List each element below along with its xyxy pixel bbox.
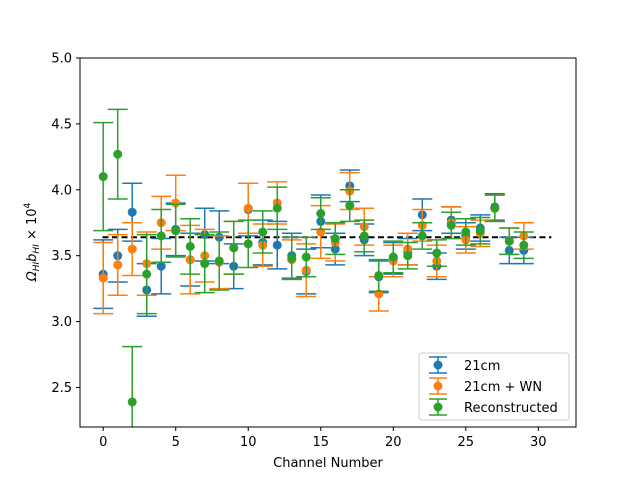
data-point: [272, 203, 282, 213]
data-point: [113, 260, 123, 270]
y-label-sub2: HI: [32, 244, 42, 254]
data-point: [156, 231, 166, 241]
y-label-times: × 10: [25, 208, 40, 244]
legend-label: Reconstructed: [464, 401, 558, 416]
legend-label: 21cm: [464, 359, 500, 374]
data-point: [127, 244, 137, 254]
y-tick-label: 2.5: [51, 381, 72, 396]
data-marks: [93, 108, 552, 427]
x-tick-label: 15: [312, 435, 329, 450]
data-point: [185, 241, 195, 251]
data-point: [388, 252, 398, 262]
legend-marker: [433, 402, 443, 412]
legend-box: [418, 352, 570, 421]
data-point: [272, 240, 282, 250]
axes-frame: [79, 57, 577, 428]
y-tick-label: 3.0: [51, 315, 72, 330]
x-tick-label: 0: [99, 435, 107, 450]
y-tick-label: 3.5: [51, 249, 72, 264]
data-point: [127, 397, 137, 407]
y-axis-label: ΩHIbHI × 104: [23, 202, 42, 282]
axes: 0 5 10 15 20 25 30 2.5 3.0 3.5 4.0 4.5 5.0: [51, 52, 577, 450]
data-point: [214, 256, 224, 266]
legend: 21cm 21cm + WN Reconstructed: [418, 352, 570, 421]
x-tick-label: 30: [530, 435, 547, 450]
data-point: [243, 203, 253, 213]
data-point: [475, 226, 485, 236]
y-label-b: b: [25, 254, 40, 262]
data-point: [504, 236, 514, 246]
series-reconstructed: [93, 108, 534, 427]
data-point: [490, 203, 500, 213]
data-point: [156, 261, 166, 271]
data-point: [287, 253, 297, 263]
data-point: [374, 270, 384, 280]
data-point: [519, 240, 529, 250]
data-point: [446, 220, 456, 230]
legend-entry: 21cm + WN: [429, 377, 542, 395]
data-point: [359, 231, 369, 241]
data-point: [142, 269, 152, 279]
legend-marker: [433, 360, 443, 370]
y-label-sub1: HI: [32, 262, 42, 272]
plot-marks: [93, 108, 552, 427]
legend-entry: 21cm: [429, 356, 500, 374]
x-tick-label: 10: [240, 435, 257, 450]
data-point: [461, 227, 471, 237]
data-point: [258, 227, 268, 237]
y-label-omega: Ω: [25, 271, 40, 282]
data-point: [417, 231, 427, 241]
x-tick-label: 25: [458, 435, 475, 450]
y-tick-label: 5.0: [51, 52, 72, 67]
y-tick-label: 4.0: [51, 183, 72, 198]
legend-entry: Reconstructed: [429, 398, 558, 416]
x-tick-label: 5: [172, 435, 180, 450]
data-point: [200, 259, 210, 269]
data-point: [403, 251, 413, 261]
legend-marker: [433, 381, 443, 391]
data-point: [171, 226, 181, 236]
x-tick-label: 20: [385, 435, 402, 450]
data-point: [229, 243, 239, 253]
data-point: [316, 209, 326, 219]
y-tick-label: 4.5: [51, 117, 72, 132]
data-point: [98, 172, 108, 182]
x-axis-label: Channel Number: [273, 456, 383, 471]
data-point: [301, 252, 311, 262]
data-point: [432, 248, 442, 258]
data-point: [98, 273, 108, 283]
data-point: [171, 198, 181, 208]
data-point: [345, 201, 355, 211]
legend-label: 21cm + WN: [464, 380, 542, 395]
data-point: [243, 239, 253, 249]
y-label-sup: 4: [23, 202, 33, 208]
data-point: [330, 234, 340, 244]
data-point: [127, 207, 137, 217]
data-point: [113, 149, 123, 159]
